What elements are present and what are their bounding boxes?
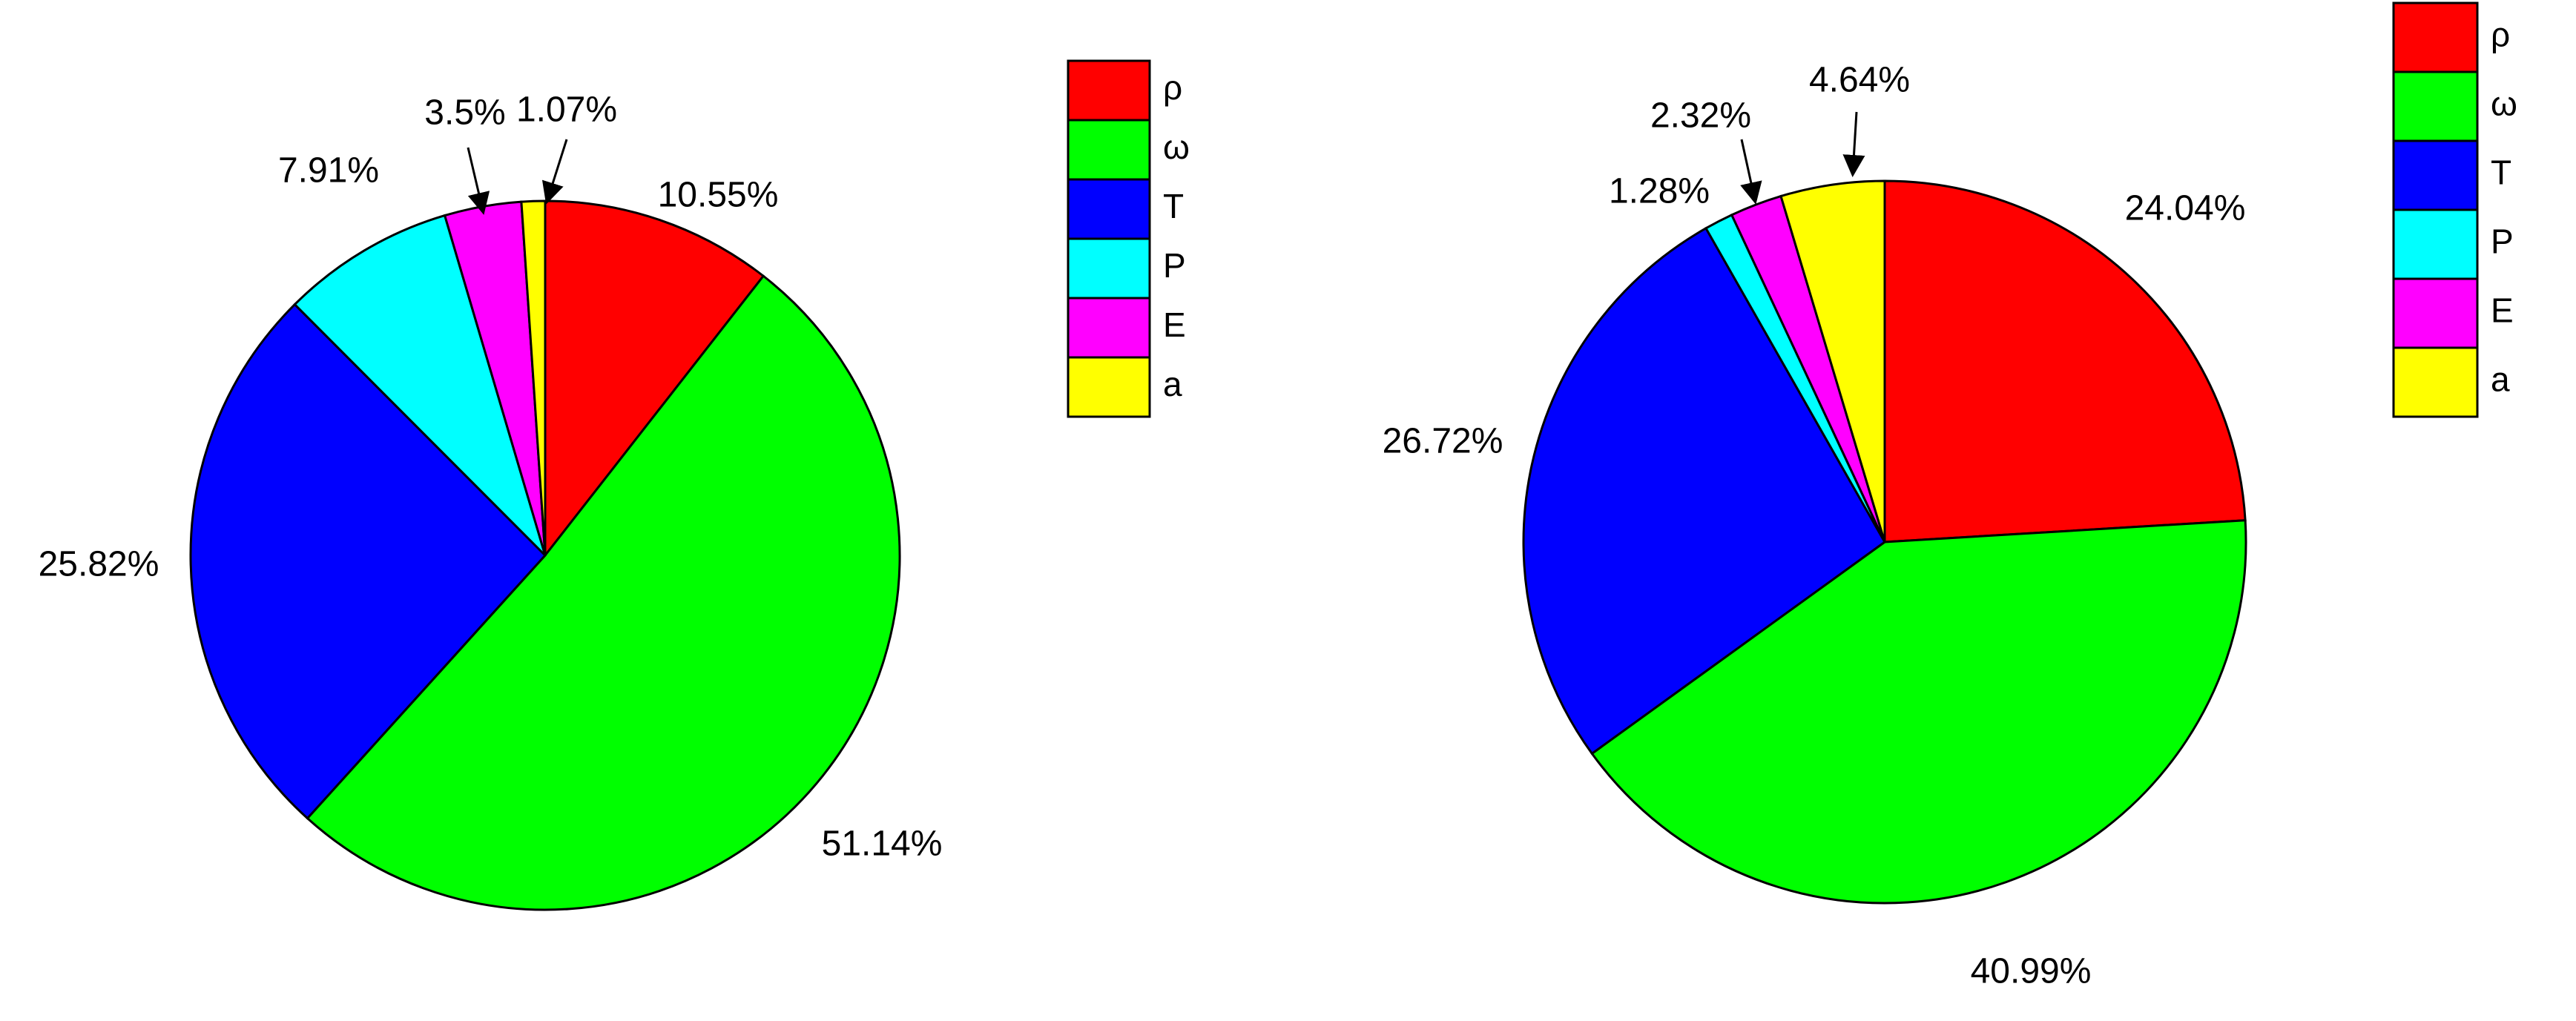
data-label: 51.14% <box>822 825 943 864</box>
pie-slice <box>1883 179 2247 543</box>
legend-swatch <box>2392 346 2479 418</box>
pie-slice <box>544 199 765 559</box>
legend-label: P <box>2491 222 2514 261</box>
data-label: 2.32% <box>1650 96 1751 136</box>
pie-slice <box>1779 179 1886 543</box>
legend-label: ρ <box>2491 16 2510 54</box>
legend-label: P <box>1163 246 1186 285</box>
data-label: 24.04% <box>2125 189 2246 228</box>
legend-label: T <box>2491 153 2511 192</box>
legend-label: a <box>1163 365 1182 403</box>
pie-slice <box>306 274 901 911</box>
data-label: 1.28% <box>1609 172 1710 211</box>
legend-label: ρ <box>1163 68 1182 107</box>
legend-swatch <box>1067 178 1151 240</box>
data-label: 1.07% <box>516 90 617 130</box>
legend-label: a <box>2491 360 2510 399</box>
leader-arrow <box>467 147 490 215</box>
legend-swatch <box>1067 237 1151 300</box>
data-label: 3.5% <box>424 93 505 133</box>
data-label: 25.82% <box>39 545 159 584</box>
legend-swatch <box>2392 70 2479 142</box>
pie-slice <box>1590 519 2247 905</box>
legend-label: E <box>2491 291 2514 330</box>
leader-arrow <box>1740 139 1762 205</box>
data-label: 10.55% <box>658 176 779 215</box>
legend-label: ω <box>1163 128 1190 166</box>
legend-label: E <box>1163 305 1186 344</box>
data-label: 7.91% <box>278 151 379 191</box>
leader-arrow <box>541 139 568 205</box>
legend-swatch <box>2392 139 2479 211</box>
legend-swatch <box>1067 59 1151 122</box>
legend-swatch <box>2392 208 2479 280</box>
legend-swatch <box>1067 119 1151 181</box>
legend-label: T <box>1163 187 1184 225</box>
legend-swatch <box>2392 277 2479 349</box>
data-label: 4.64% <box>1809 61 1910 100</box>
pie-slice <box>189 303 547 820</box>
legend-label: ω <box>2491 85 2517 123</box>
pie-slice <box>1522 226 1886 756</box>
data-label: 26.72% <box>1383 422 1503 461</box>
legend-swatch <box>1067 297 1151 359</box>
pie-slice <box>293 214 547 557</box>
data-label: 40.99% <box>1971 952 2092 991</box>
legend-swatch <box>2392 1 2479 73</box>
legend-swatch <box>1067 356 1151 418</box>
leader-arrow <box>1842 111 1865 177</box>
